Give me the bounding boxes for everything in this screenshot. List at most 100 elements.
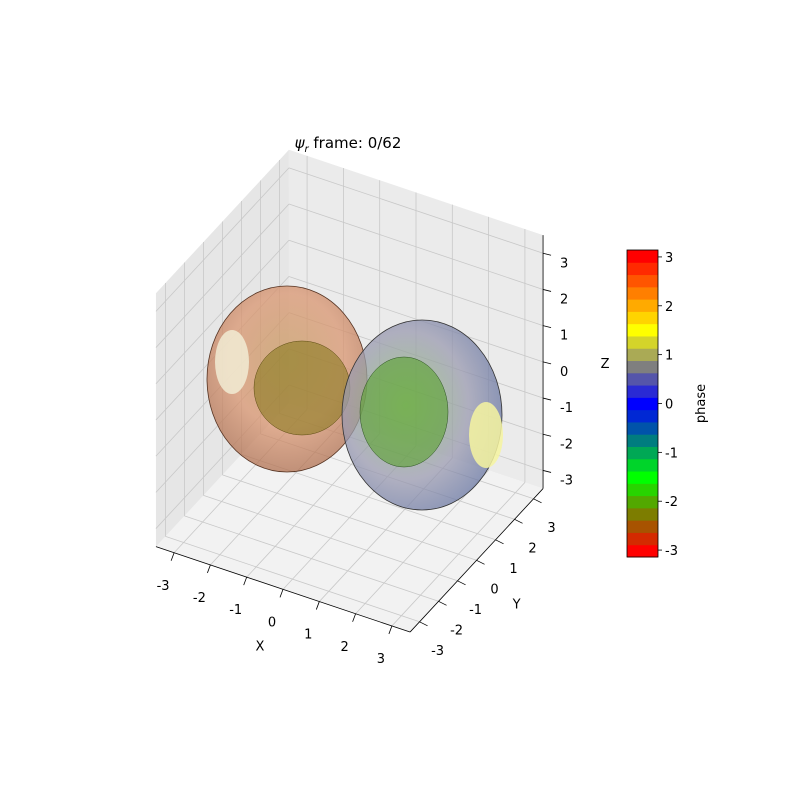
y-tick [514,518,523,524]
z-tick-label: 1 [560,329,568,344]
y-tick [457,580,466,586]
z-tick [542,470,552,473]
colorbar-segment [627,274,658,288]
x-tick-label: 3 [377,652,385,667]
grid-line [288,203,544,290]
z-tick [542,252,552,256]
colorbar-tick-label: 1 [665,349,673,364]
x-tick [279,589,284,598]
x-tick-label: -3 [157,579,170,594]
isosurface-inner [253,340,351,436]
colorbar-segment [627,397,658,411]
colorbar-segment [627,250,658,263]
y-tick-label: 2 [528,541,536,556]
z-tick-label: -3 [560,473,573,488]
y-tick [419,621,428,627]
isosurface-inner [359,356,449,468]
colorbar-segment [627,421,658,435]
x-tick [170,552,175,561]
surface-highlight [469,402,503,468]
grid-line [222,474,477,561]
y-axis-label: Y [512,597,521,612]
colorbar-segment [627,483,658,497]
colorbar-segment [627,360,658,374]
title-subscript: r [305,144,310,155]
colorbar-segment [627,520,658,533]
z-tick-label: -1 [560,401,573,416]
grid-line [165,536,420,623]
colorbar-segment [627,323,658,337]
x-tick-label: 2 [340,640,348,655]
grid-line [288,167,544,254]
colorbar-segment [627,348,658,362]
colorbar-segment [627,335,658,349]
colorbar: -3 -2 -1 0 1 2 3 phase [626,249,709,559]
colorbar-segment [627,409,658,423]
x-tick [243,577,248,586]
colorbar-label: phase [694,384,709,423]
isosurfaces [206,285,503,511]
colorbar-segment [627,372,658,386]
y-tick-label: 3 [547,521,555,536]
colorbar-segment [627,434,658,447]
colorbar-segment [627,495,658,509]
colorbar-segment [627,446,658,460]
colorbar-segment [627,311,658,325]
title-text: frame: 0/62 [309,134,402,152]
colorbar-segment [627,458,658,472]
x-tick-label: 0 [268,615,276,630]
y-tick-label: 0 [490,582,498,597]
grid-line [288,239,544,327]
y-tick [476,559,485,565]
colorbar-tick-label: 2 [665,300,673,315]
z-tick [542,397,552,401]
y-tick-label: 1 [509,562,517,577]
colorbar-segment [627,286,658,300]
x-tick [207,564,211,574]
z-tick-label: 3 [560,256,568,271]
x-tick [352,613,356,622]
colorbar-segment [627,262,658,276]
colorbar-segment [627,507,658,521]
colorbar-tick-label: -3 [665,544,678,559]
colorbar-segment [627,532,658,546]
grid-line [288,276,544,363]
grid-line [203,495,458,582]
y-tick-label: -1 [469,603,482,618]
title-symbol: ψ [295,134,306,152]
colorbar-tick-label: -2 [665,495,678,510]
colorbar-segment [627,471,658,484]
y-tick-label: -2 [450,623,463,638]
colorbar-segment [627,299,658,312]
colorbar-tick-label: 3 [665,251,673,266]
z-tick [542,433,552,437]
x-axis-label: X [256,639,265,654]
chart-title: ψr frame: 0/62 [295,134,402,155]
x-tick-label: -1 [229,603,242,618]
z-axis-label: Z [601,357,610,372]
z-tick-label: -2 [560,437,573,452]
y-tick [495,539,504,545]
y-tick [533,498,542,504]
grid-line [155,203,290,348]
colorbar-tick-label: -1 [665,446,678,461]
colorbar-tick-label: 0 [665,398,673,413]
z-tick [542,325,552,329]
x-tick-label: 1 [304,628,312,643]
x-tick [388,625,393,635]
z-tick-label: 2 [560,292,568,307]
z-tick-label: 0 [560,365,568,380]
x-tick-label: -2 [193,591,206,606]
colorbar-segment [627,544,658,558]
x-tick [315,601,320,610]
y-tick [438,600,447,606]
surface-highlight [215,330,249,394]
grid-line [184,515,439,602]
colorbar-segment [627,385,658,398]
z-tick [542,361,552,365]
y-tick-label: -3 [431,644,444,659]
z-tick [542,289,552,292]
grid-line [155,167,290,312]
